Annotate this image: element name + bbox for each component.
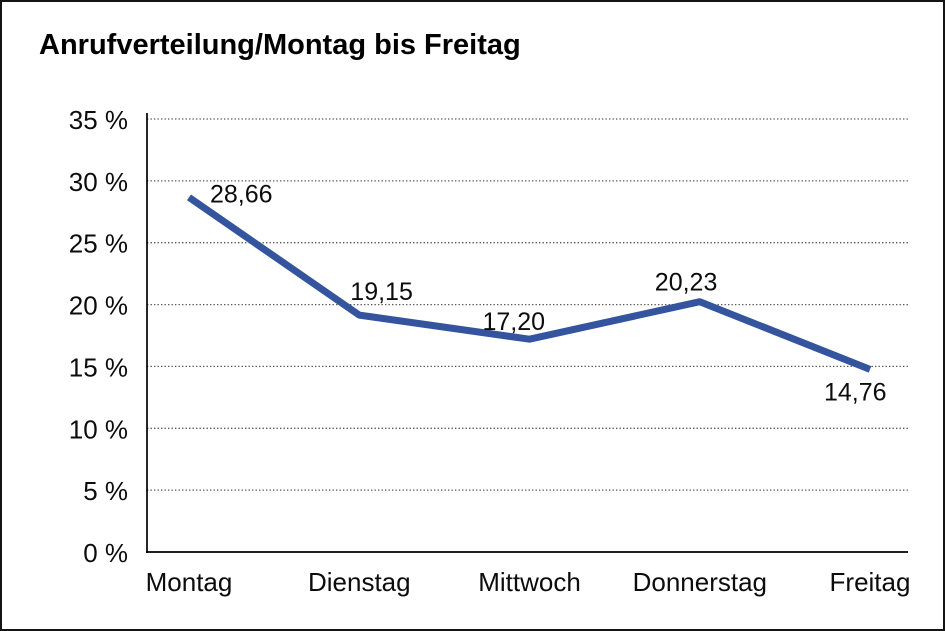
data-label: 20,23	[655, 269, 718, 297]
chart-title: Anrufverteilung/Montag bis Freitag	[39, 29, 521, 61]
data-label: 17,20	[483, 308, 546, 336]
y-tick-label: 20 %	[69, 291, 128, 321]
y-tick-label: 30 %	[69, 167, 128, 197]
y-tick-label: 35 %	[69, 105, 128, 135]
y-tick-label: 0 %	[83, 538, 128, 568]
data-line	[187, 194, 872, 373]
data-label: 28,66	[210, 180, 273, 208]
y-tick-label: 25 %	[69, 229, 128, 259]
x-axis-label: Donnerstag	[633, 567, 767, 597]
data-label: 19,15	[350, 278, 413, 306]
x-axis-label: Montag	[146, 567, 233, 597]
x-axis-label: Dienstag	[308, 567, 411, 597]
x-axis-label: Mittwoch	[478, 567, 581, 597]
y-tick-label: 10 %	[69, 414, 128, 444]
y-tick-label: 15 %	[69, 352, 128, 382]
data-label: 14,76	[824, 378, 887, 406]
y-tick-label: 5 %	[83, 476, 128, 506]
x-axis-label: Freitag	[830, 567, 911, 597]
